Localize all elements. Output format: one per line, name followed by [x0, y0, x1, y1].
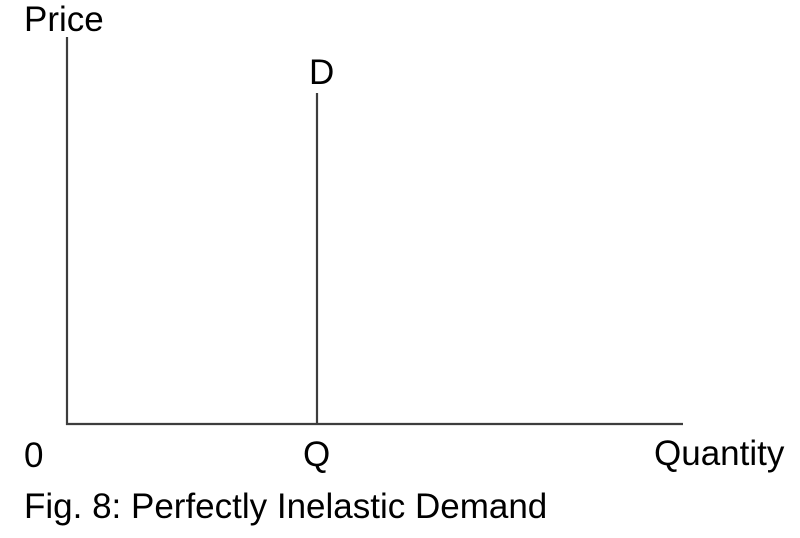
x-axis-label: Quantity [654, 434, 785, 473]
figure-caption: Fig. 8: Perfectly Inelastic Demand [24, 487, 548, 526]
quantity-tick-label: Q [303, 435, 331, 474]
y-axis-label: Price [24, 0, 104, 39]
origin-tick-label: 0 [24, 436, 44, 475]
demand-curve-label: D [309, 53, 335, 92]
